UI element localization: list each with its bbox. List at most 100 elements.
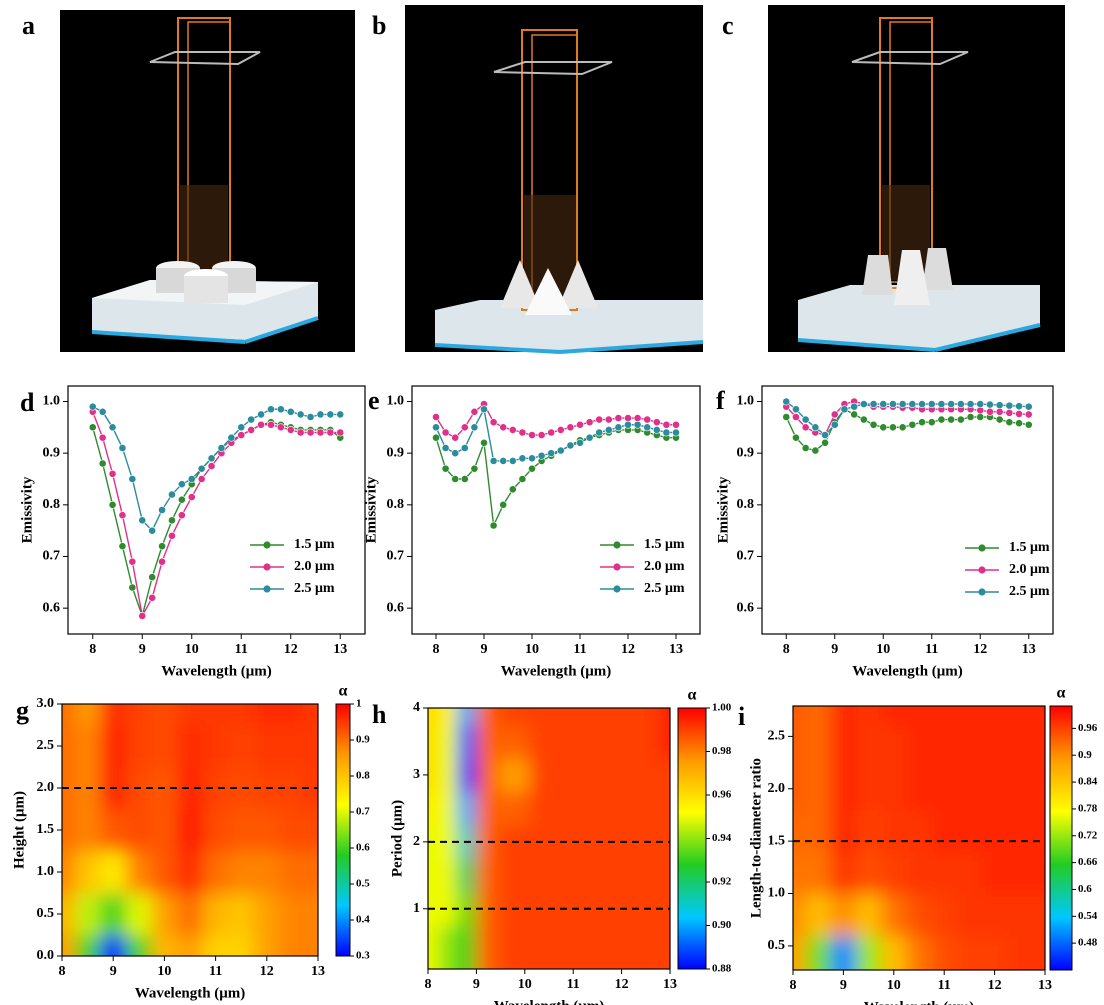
heatmap-cell	[830, 935, 857, 970]
data-point	[811, 446, 820, 455]
data-point	[850, 402, 859, 411]
y-tick-label: 1.0	[37, 864, 55, 879]
data-point	[98, 459, 107, 468]
data-point	[257, 420, 265, 429]
y-tick-label: 0.0	[37, 948, 55, 963]
heatmap-cell	[254, 893, 281, 936]
render-c	[768, 5, 1065, 352]
data-point	[499, 457, 508, 465]
panel-label: d	[20, 388, 35, 417]
heatmap-cell	[956, 893, 983, 936]
data-point	[148, 593, 157, 602]
heatmap-cell	[498, 758, 531, 793]
data-point	[336, 410, 345, 419]
y-tick-label: 2.0	[37, 780, 55, 795]
heatmap-cell	[476, 708, 499, 726]
heatmap-cell	[805, 767, 832, 811]
heatmap-cell	[906, 893, 933, 936]
data-point	[508, 485, 517, 494]
heatmap-cell	[881, 851, 907, 895]
legend-label: 1.5 μm	[294, 537, 335, 552]
plot-frame	[427, 707, 671, 970]
x-tick-label: 13	[669, 642, 683, 657]
colorbar-tick-label: 0.66	[1078, 856, 1098, 868]
heatmap-cell	[931, 935, 958, 970]
heatmap-cell	[74, 851, 101, 894]
colorbar-tick-label: 0.6	[1078, 883, 1092, 895]
colorbar-tick-label: 0.96	[1078, 722, 1098, 734]
heatmap-cell	[956, 767, 983, 811]
data-point	[88, 402, 97, 411]
panel-label: c	[722, 11, 734, 40]
x-tick-label: 8	[59, 964, 66, 979]
heatmap-cell	[805, 725, 832, 769]
colorbar-tick-label: 1	[356, 698, 362, 710]
data-point	[489, 521, 498, 530]
colorbar-tick-label: 0.72	[1078, 829, 1098, 841]
heatmap-cell	[498, 724, 531, 759]
heatmap-cell	[931, 725, 958, 769]
heatmap-cell	[305, 725, 318, 768]
data-point	[528, 431, 536, 439]
y-axis-label: Emissivity	[19, 476, 35, 543]
heatmap-cell	[657, 825, 670, 860]
data-point	[801, 444, 810, 452]
y-tick-label: 3	[413, 767, 420, 782]
heatmap-cell	[906, 725, 933, 769]
legend-label: 2.5 μm	[1009, 584, 1050, 599]
y-tick-label: 0.7	[737, 549, 755, 564]
x-tick-label: 11	[938, 978, 951, 993]
heatmap-cell	[202, 935, 229, 956]
heatmap-cell	[151, 809, 178, 852]
y-axis-label: Length-to-diameter ratio	[748, 758, 764, 918]
data-point	[148, 526, 157, 535]
heatmap-cell	[906, 851, 933, 895]
data-point	[257, 410, 265, 419]
x-tick-label: 13	[663, 977, 677, 992]
x-tick-label: 12	[973, 642, 987, 657]
heatmap-cell	[1032, 725, 1045, 769]
heatmap-cell	[657, 708, 670, 726]
data-point	[537, 451, 546, 460]
data-point	[556, 446, 565, 455]
data-point	[138, 516, 147, 525]
heatmap-cell	[657, 858, 670, 893]
data-point	[566, 441, 575, 450]
x-axis-label: Wavelength (μm)	[852, 663, 963, 679]
heatmap-cell	[1007, 893, 1033, 936]
x-tick-label: 12	[988, 978, 1002, 993]
heatmap-cell	[228, 851, 255, 894]
panel-label: e	[368, 386, 380, 415]
heatmap-cell	[982, 893, 1008, 936]
y-tick-label: 1.0	[768, 886, 786, 901]
heatmap-cell	[793, 851, 807, 895]
x-tick-label: 12	[260, 964, 274, 979]
panel-label: h	[372, 700, 387, 729]
data-point	[986, 400, 994, 409]
legend-marker	[978, 566, 986, 574]
colorbar-tick-label: 0.78	[1078, 802, 1098, 814]
data-point	[840, 405, 849, 414]
heatmap-cell	[856, 935, 882, 970]
data-point	[624, 414, 632, 422]
x-tick-label: 8	[89, 642, 96, 657]
data-point	[918, 418, 926, 427]
heatmap-cell	[74, 893, 101, 936]
data-point	[316, 428, 325, 437]
heatmap-cell	[1007, 706, 1033, 727]
data-point	[326, 428, 335, 437]
heatmap-cell	[279, 725, 306, 768]
heatmap-cell	[428, 708, 439, 726]
y-tick-label: 0.5	[768, 938, 786, 953]
heatmap-cell	[126, 809, 153, 852]
heatmap-cell	[228, 809, 255, 852]
heatmap-cell	[177, 725, 204, 768]
data-point	[956, 400, 965, 408]
heatmap-cell	[100, 704, 127, 726]
heatmap-cell	[621, 791, 659, 826]
y-tick-label: 4	[413, 700, 420, 715]
heatmap-cell	[881, 893, 907, 936]
data-point	[316, 410, 325, 419]
data-point	[128, 583, 137, 592]
legend-label: 2.5 μm	[294, 581, 335, 596]
